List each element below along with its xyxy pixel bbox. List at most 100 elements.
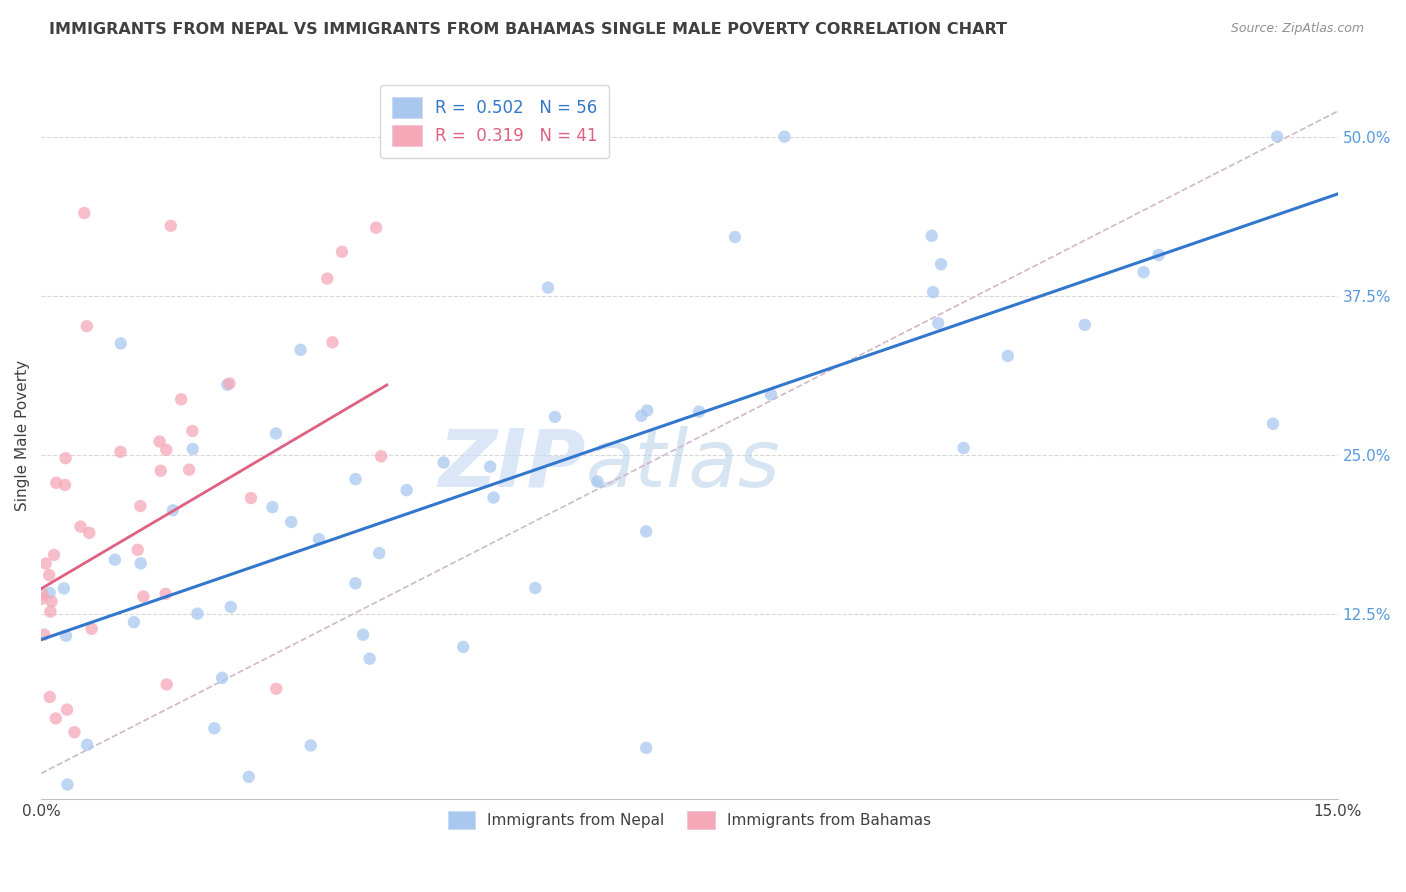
Point — [1261, 417, 1284, 431]
Point — [38, 690, 60, 704]
Point — [149, 434, 172, 449]
Y-axis label: Single Male Poverty: Single Male Poverty — [15, 360, 30, 511]
Point — [69, 519, 91, 533]
Point — [524, 581, 547, 595]
Point — [636, 403, 658, 417]
Point — [55, 629, 77, 643]
Point — [129, 499, 152, 513]
Point — [38, 568, 60, 582]
Point — [997, 349, 1019, 363]
Point — [76, 319, 98, 334]
Point — [370, 450, 392, 464]
Point — [344, 472, 367, 486]
Point — [104, 552, 127, 566]
Point — [1147, 248, 1170, 262]
Point — [482, 491, 505, 505]
Point — [264, 681, 287, 696]
Point — [280, 515, 302, 529]
Point — [149, 464, 172, 478]
Text: IMMIGRANTS FROM NEPAL VS IMMIGRANTS FROM BAHAMAS SINGLE MALE POVERTY CORRELATION: IMMIGRANTS FROM NEPAL VS IMMIGRANTS FROM… — [49, 22, 1007, 37]
Point — [368, 546, 391, 560]
Point — [211, 671, 233, 685]
Point — [162, 503, 184, 517]
Point — [240, 491, 263, 505]
Point — [922, 285, 945, 300]
Legend: Immigrants from Nepal, Immigrants from Bahamas: Immigrants from Nepal, Immigrants from B… — [441, 805, 938, 835]
Point — [262, 500, 284, 515]
Text: atlas: atlas — [586, 426, 780, 504]
Point — [38, 586, 60, 600]
Point — [316, 271, 339, 285]
Point — [80, 622, 103, 636]
Point — [32, 627, 55, 641]
Point — [352, 628, 374, 642]
Point — [238, 770, 260, 784]
Point — [290, 343, 312, 357]
Point — [299, 739, 322, 753]
Point — [186, 607, 208, 621]
Point — [218, 376, 240, 391]
Point — [451, 640, 474, 654]
Point — [395, 483, 418, 497]
Text: Source: ZipAtlas.com: Source: ZipAtlas.com — [1230, 22, 1364, 36]
Point — [76, 738, 98, 752]
Point — [53, 478, 76, 492]
Point — [264, 426, 287, 441]
Point — [56, 778, 79, 792]
Point — [927, 316, 949, 330]
Point — [45, 475, 67, 490]
Point — [132, 590, 155, 604]
Point — [308, 532, 330, 546]
Point — [77, 525, 100, 540]
Point — [122, 615, 145, 629]
Point — [170, 392, 193, 407]
Point — [202, 721, 225, 735]
Point — [724, 230, 747, 244]
Point — [159, 219, 181, 233]
Point — [73, 206, 96, 220]
Point — [42, 548, 65, 562]
Point — [921, 228, 943, 243]
Point — [330, 244, 353, 259]
Text: ZIP: ZIP — [439, 426, 586, 504]
Point — [127, 542, 149, 557]
Point — [219, 599, 242, 614]
Point — [31, 587, 53, 601]
Point — [35, 557, 58, 571]
Point — [52, 582, 75, 596]
Point — [41, 594, 63, 608]
Point — [359, 651, 381, 665]
Point — [55, 451, 77, 466]
Point — [156, 677, 179, 691]
Point — [759, 387, 782, 401]
Point — [155, 442, 177, 457]
Point — [155, 587, 177, 601]
Point — [181, 424, 204, 438]
Point — [344, 576, 367, 591]
Point — [773, 129, 796, 144]
Point — [321, 335, 343, 350]
Point — [110, 445, 132, 459]
Point — [586, 475, 609, 489]
Point — [1265, 129, 1288, 144]
Point — [432, 456, 454, 470]
Point — [217, 377, 239, 392]
Point — [929, 257, 952, 271]
Point — [636, 524, 658, 539]
Point — [479, 459, 502, 474]
Point — [952, 441, 974, 455]
Point — [110, 336, 132, 351]
Point — [1132, 265, 1154, 279]
Point — [544, 409, 567, 424]
Point — [181, 442, 204, 456]
Point — [630, 409, 652, 423]
Point — [45, 711, 67, 725]
Point — [688, 404, 710, 418]
Point — [636, 740, 658, 755]
Point — [39, 605, 62, 619]
Point — [63, 725, 86, 739]
Point — [537, 280, 560, 294]
Point — [129, 557, 152, 571]
Point — [1074, 318, 1097, 332]
Point — [31, 591, 53, 606]
